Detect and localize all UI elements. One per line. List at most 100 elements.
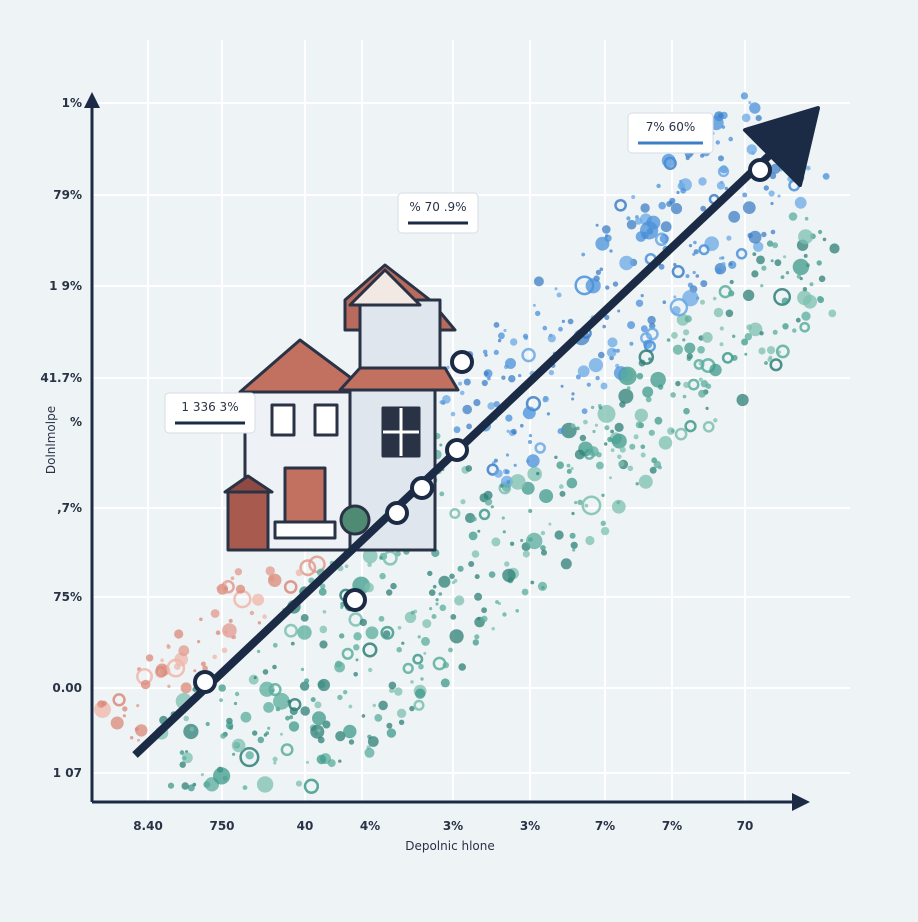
dot xyxy=(339,633,345,639)
dot xyxy=(181,782,189,790)
dot xyxy=(698,389,706,398)
dot xyxy=(561,319,566,323)
dot xyxy=(197,640,201,644)
dot xyxy=(300,667,305,672)
dot xyxy=(559,484,564,489)
dot xyxy=(388,681,397,690)
dot xyxy=(320,583,326,589)
dot xyxy=(193,669,197,673)
dot xyxy=(717,165,730,178)
dot xyxy=(656,183,661,189)
x-tick-label: 7% xyxy=(595,819,615,833)
dot xyxy=(572,548,576,552)
dot xyxy=(633,434,639,440)
dot xyxy=(431,614,437,619)
dot xyxy=(671,429,675,433)
dot xyxy=(491,627,495,631)
dot xyxy=(110,716,124,730)
dot xyxy=(472,516,477,522)
dot xyxy=(640,203,650,213)
dot xyxy=(658,201,666,210)
dot xyxy=(136,704,140,708)
dot xyxy=(474,574,480,580)
dot xyxy=(248,674,259,685)
dot xyxy=(382,550,398,566)
dot xyxy=(640,325,648,333)
dot xyxy=(343,690,348,695)
dot xyxy=(829,243,840,254)
dot xyxy=(768,190,775,197)
dot xyxy=(759,331,764,336)
dot xyxy=(618,460,625,467)
dot xyxy=(526,532,543,550)
dot xyxy=(515,609,519,613)
dot xyxy=(600,520,606,526)
dot xyxy=(671,332,678,339)
dot xyxy=(640,444,646,450)
dot xyxy=(220,733,227,739)
dot xyxy=(560,384,564,388)
dot xyxy=(465,465,473,472)
dot xyxy=(539,489,554,504)
dot xyxy=(647,315,656,325)
dot xyxy=(317,728,321,733)
dot xyxy=(736,393,749,407)
dot xyxy=(267,726,271,730)
dot xyxy=(420,677,424,681)
dot xyxy=(438,575,451,588)
dot xyxy=(588,446,599,457)
dot xyxy=(585,278,601,294)
dot xyxy=(768,355,773,360)
dot xyxy=(804,216,809,221)
y-tick-label: 1 9% xyxy=(49,279,82,293)
dot xyxy=(285,715,290,721)
dot xyxy=(698,377,703,382)
dot xyxy=(504,561,510,567)
dot xyxy=(756,255,765,265)
dot xyxy=(785,271,790,275)
y-tick-label: 75% xyxy=(53,590,82,604)
dot xyxy=(590,405,595,410)
dot xyxy=(223,581,228,585)
dot xyxy=(799,321,811,333)
dot xyxy=(741,338,749,346)
dot xyxy=(449,629,464,644)
dot xyxy=(540,530,546,536)
dot xyxy=(648,357,652,361)
dot xyxy=(571,392,575,396)
dot xyxy=(571,511,575,516)
dot xyxy=(822,174,828,179)
dot xyxy=(666,338,671,342)
dot xyxy=(450,614,457,620)
dot xyxy=(541,549,547,556)
dot xyxy=(803,253,808,258)
dot xyxy=(343,724,357,739)
dot xyxy=(682,338,686,342)
dot xyxy=(635,421,643,429)
dot xyxy=(611,499,626,514)
dot xyxy=(581,408,588,415)
dot xyxy=(289,715,294,720)
dot xyxy=(272,642,278,648)
dot xyxy=(130,736,134,740)
y-tick-label: 41.7% xyxy=(40,371,82,385)
dot xyxy=(273,761,277,765)
dot xyxy=(817,295,823,302)
dot xyxy=(200,661,206,667)
dot xyxy=(528,434,533,438)
dot xyxy=(453,426,461,434)
dot xyxy=(666,201,673,207)
dot xyxy=(692,270,696,275)
dot xyxy=(319,625,328,634)
dot xyxy=(792,258,810,276)
dot xyxy=(729,262,733,266)
dot xyxy=(359,618,367,627)
dot xyxy=(481,615,488,623)
dot xyxy=(828,309,837,318)
dot xyxy=(230,576,235,580)
dot xyxy=(685,274,690,279)
dot xyxy=(510,338,518,346)
dot xyxy=(310,697,316,703)
dot xyxy=(577,365,590,378)
dot xyxy=(654,416,663,425)
